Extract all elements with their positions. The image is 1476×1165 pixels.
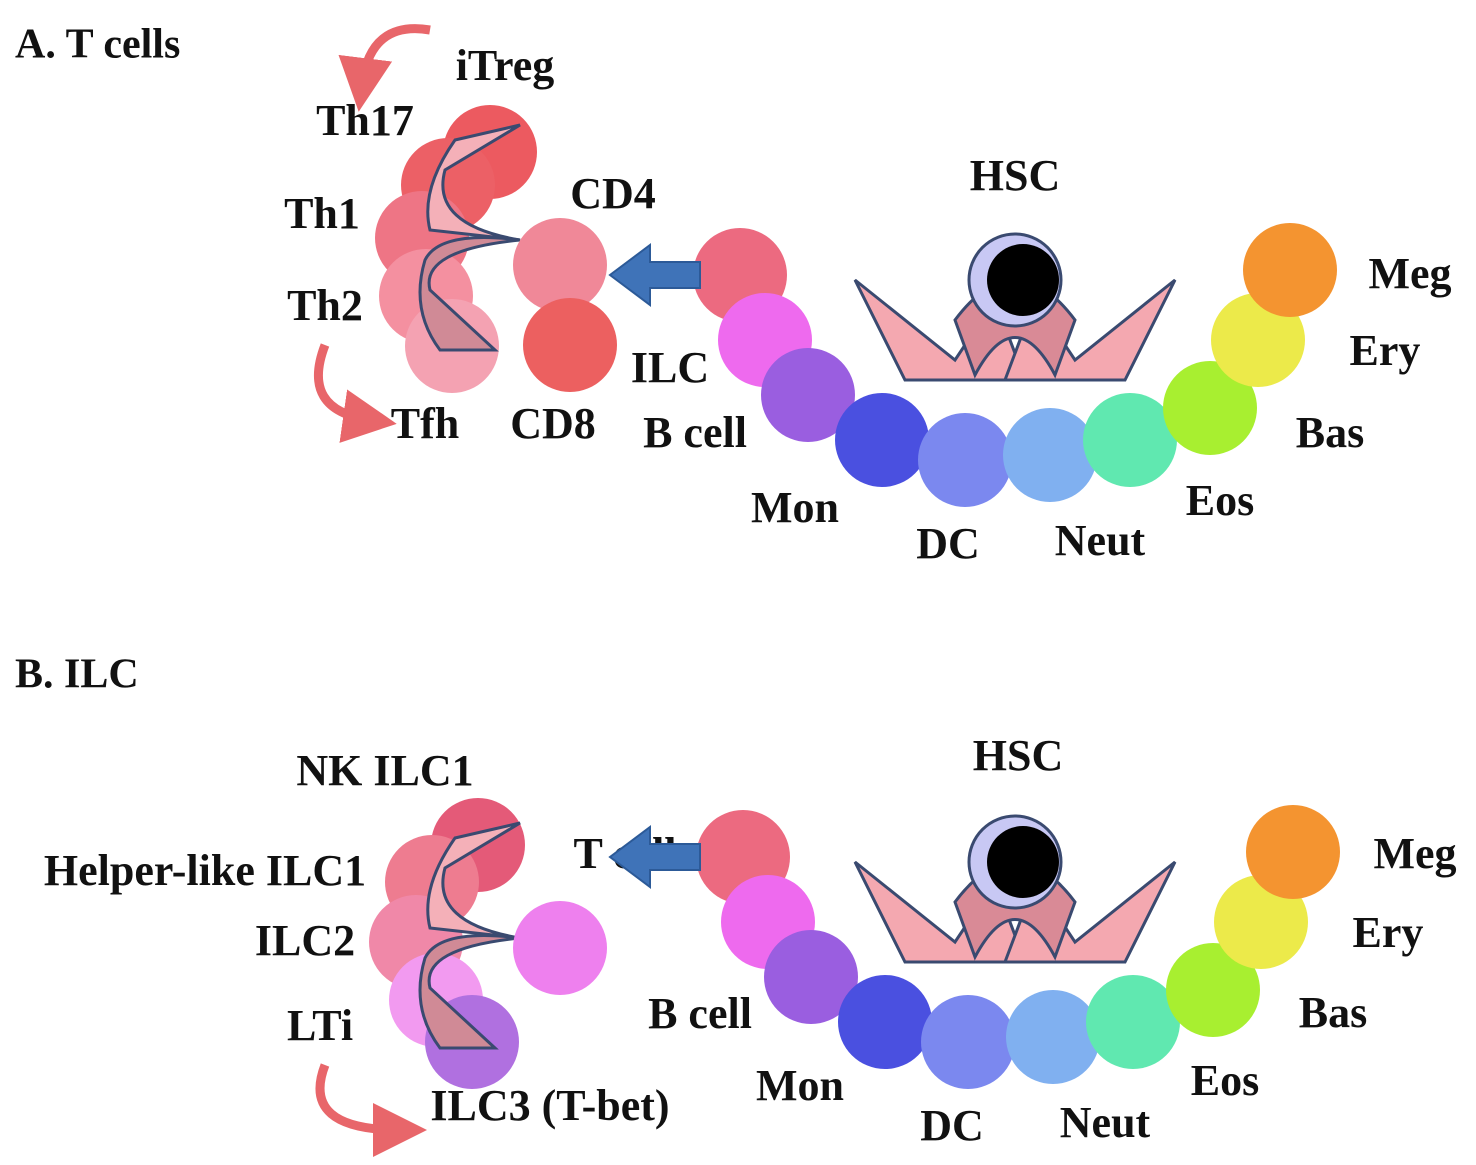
lineage-cell — [921, 995, 1015, 1089]
lineage-cell — [1006, 990, 1100, 1084]
lineage-label: DC — [920, 1101, 984, 1150]
lineage-label: B cell — [643, 408, 747, 457]
differentiation-arrow — [608, 825, 701, 889]
lineage-label: Neut — [1055, 516, 1146, 565]
lineage-label: Ery — [1353, 908, 1424, 957]
hsc-label: HSC — [973, 731, 1063, 780]
branch-label: CD8 — [510, 399, 596, 448]
subset-label: ILC2 — [255, 916, 355, 965]
lineage-cell — [835, 393, 929, 487]
subset-label: iTreg — [456, 41, 555, 90]
lineage-cell — [761, 348, 855, 442]
curved-arrow — [315, 1063, 427, 1157]
ribbon — [418, 236, 521, 352]
lineage-label: Eos — [1186, 476, 1254, 525]
branch-cell — [513, 901, 607, 995]
subset-label: Th17 — [316, 96, 414, 145]
subset-label: Helper-like ILC1 — [44, 846, 366, 895]
ribbon — [426, 821, 521, 940]
lineage-label: Bas — [1296, 408, 1364, 457]
subset-label: Tfh — [391, 399, 459, 448]
lineage-label: Meg — [1373, 829, 1456, 878]
lineage-label: Mon — [751, 483, 839, 532]
lineage-cell — [1246, 805, 1340, 899]
lineage-cell — [1243, 223, 1337, 317]
panel-title: A. T cells — [15, 22, 180, 68]
lineage-label: B cell — [648, 989, 752, 1038]
subset-label: Th1 — [284, 189, 360, 238]
lineage-label: Mon — [756, 1061, 844, 1110]
lineage-cell — [1214, 875, 1308, 969]
panel-title: B. ILC — [15, 652, 139, 698]
curved-arrow — [338, 24, 431, 112]
hsc-nucleus — [987, 244, 1059, 316]
branch-cell — [523, 298, 617, 392]
lineage-cell — [1086, 975, 1180, 1069]
lineage-label: DC — [916, 519, 980, 568]
lineage-cell — [1163, 361, 1257, 455]
lineage-label: ILC — [631, 343, 709, 392]
subset-label: NK ILC1 — [296, 746, 473, 795]
lineage-label: Meg — [1368, 249, 1451, 298]
lineage-label: Bas — [1299, 988, 1367, 1037]
branch-cell — [513, 218, 607, 312]
lineage-cell — [1211, 293, 1305, 387]
lineage-cell — [1003, 408, 1097, 502]
lineage-cell — [764, 930, 858, 1024]
hsc-nucleus — [987, 826, 1059, 898]
branch-label: CD4 — [570, 169, 656, 218]
differentiation-arrow — [608, 243, 701, 307]
subset-label: Th2 — [287, 281, 363, 330]
lineage-cell — [918, 413, 1012, 507]
ribbon — [426, 123, 521, 242]
lineage-cell — [838, 975, 932, 1069]
curved-arrow — [313, 343, 397, 443]
lineage-label: Neut — [1060, 1098, 1151, 1147]
ribbon — [418, 934, 521, 1050]
subset-label: ILC3 (T-bet) — [430, 1081, 669, 1130]
lineage-label: Ery — [1350, 326, 1421, 375]
hsc-label: HSC — [970, 151, 1060, 200]
subset-label: LTi — [287, 1001, 353, 1050]
lineage-cell — [1166, 943, 1260, 1037]
lineage-label: Eos — [1191, 1056, 1259, 1105]
lineage-cell — [1083, 393, 1177, 487]
